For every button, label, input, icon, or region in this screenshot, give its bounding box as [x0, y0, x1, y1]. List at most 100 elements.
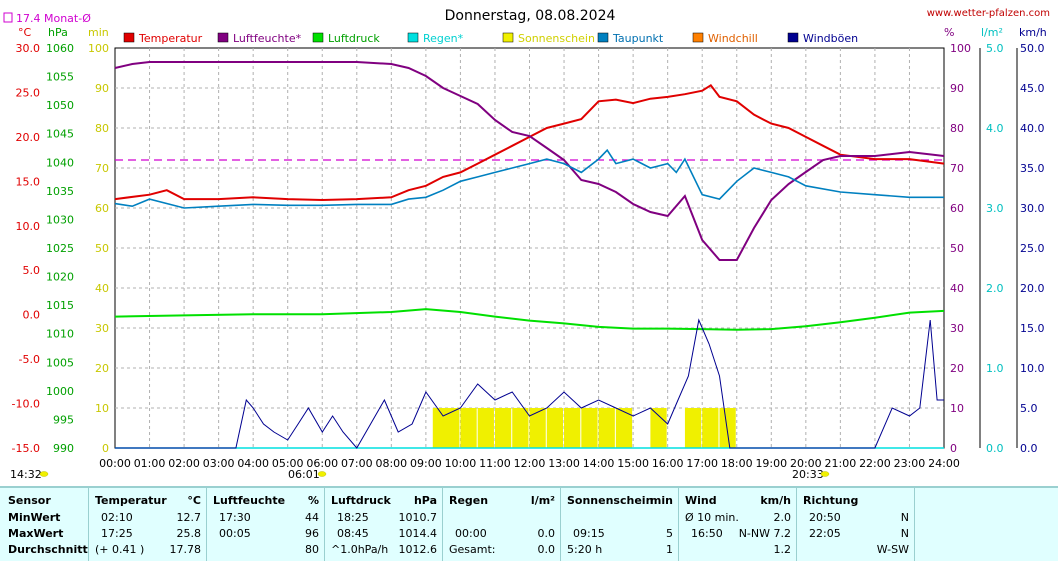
- tick-label-humidity: 20: [950, 362, 964, 375]
- tick-label-pressure: 1015: [46, 299, 74, 312]
- tick-label-temperature: 10.0: [16, 220, 41, 233]
- tick-label-time: 17:00: [686, 457, 718, 470]
- tick-label-time: 13:00: [548, 457, 580, 470]
- tick-label-pressure: 1040: [46, 156, 74, 169]
- tick-label-humidity: 70: [950, 162, 964, 175]
- tick-label-time: 08:00: [375, 457, 407, 470]
- sun-left-icon: [39, 471, 49, 477]
- tick-label-wind: 15.0: [1020, 322, 1045, 335]
- stats-col-luftfeuchte: Luftfeuchte % 17:30 44 00:05 96 80: [206, 488, 325, 561]
- stats-col-sonnenschein: Sonnenschein min 09:15 5 5:20 h 1: [560, 488, 679, 561]
- stats-col-richtung: Richtung 20:50 N 22:05 N W-SW: [796, 488, 915, 561]
- stats-unit-regen: l/m²: [530, 494, 555, 507]
- tick-label-rain: 4.0: [986, 122, 1004, 135]
- unit-hpa: hPa: [48, 26, 68, 39]
- stats-cell: 16:50: [691, 527, 723, 540]
- sunshine-bar: [598, 408, 615, 448]
- tick-label-time: 24:00: [928, 457, 960, 470]
- tick-label-rain: 0.0: [986, 442, 1004, 455]
- stats-cell: 12.7: [176, 511, 202, 524]
- grid-lines: [115, 48, 944, 448]
- legend-label-sonnenschein: Sonnenschein: [518, 32, 595, 45]
- tick-label-pressure: 1035: [46, 185, 74, 198]
- tick-label-wind: 40.0: [1020, 122, 1045, 135]
- weather-chart: 30.0 25.0 20.0 15.0 10.0 5.0 0.0 -5.0 -10.0 -15.0…: [3, 8, 1050, 481]
- stats-cell: 96: [305, 527, 319, 540]
- tick-label-minutes: 30: [95, 322, 109, 335]
- stats-cell: 08:45: [337, 527, 369, 540]
- stats-cell: 1010.7: [398, 511, 438, 524]
- sunshine-bar: [684, 408, 702, 448]
- legend-label-temperatur: Temperatur: [138, 32, 203, 45]
- stats-cell: 44: [305, 511, 319, 524]
- sunshine-bar: [529, 408, 546, 448]
- tick-label-pressure: 1010: [46, 328, 74, 341]
- tick-label-minutes: 10: [95, 402, 109, 415]
- tick-label-wind: 10.0: [1020, 362, 1045, 375]
- series-line-taupunkt: [114, 148, 944, 209]
- legend: Temperatur Luftfeuchte* Luftdruck Regen*…: [123, 32, 858, 45]
- stats-cell: 17.78: [169, 543, 202, 556]
- sunshine-bar: [702, 408, 719, 448]
- legend-swatch-windboeen: [787, 32, 799, 43]
- tick-label-temperature: -5.0: [19, 353, 40, 366]
- monthly-average-marker-icon: [3, 12, 13, 23]
- tick-label-pressure: 1025: [46, 242, 74, 255]
- stats-header-wind: Wind: [685, 494, 717, 507]
- stats-cell: 1014.4: [398, 527, 438, 540]
- monthly-average-label: 17.4 Monat-Ø: [16, 12, 91, 25]
- stats-cell: 1012.6: [398, 543, 438, 556]
- tick-label-time: 02:00: [168, 457, 200, 470]
- tick-label-rain: 3.0: [986, 202, 1004, 215]
- stats-cell: 5:20 h: [567, 543, 603, 556]
- tick-label-humidity: 90: [950, 82, 964, 95]
- tick-label-pressure: 995: [53, 413, 74, 426]
- tick-label-wind: 45.0: [1020, 82, 1045, 95]
- stats-unit-sonnenschein: min: [649, 494, 673, 507]
- tick-label-temperature: 0.0: [23, 309, 41, 322]
- legend-label-regen: Regen*: [423, 32, 464, 45]
- tick-label-time: 04:00: [237, 457, 269, 470]
- stats-cell: 09:15: [573, 527, 605, 540]
- stats-cell: 2.0: [773, 511, 792, 524]
- tick-label-time: 21:00: [825, 457, 857, 470]
- stats-row-label: MaxWert: [8, 527, 64, 540]
- stats-unit-wind: km/h: [760, 494, 791, 507]
- chart-title: Donnerstag, 08.08.2024: [445, 8, 616, 24]
- legend-label-windboeen: Windböen: [803, 32, 858, 45]
- tick-label-pressure: 1045: [46, 128, 74, 141]
- stats-cell: 17:30: [219, 511, 251, 524]
- stats-header-luftdruck: Luftdruck: [331, 494, 391, 507]
- stats-cell: 0.0: [537, 527, 556, 540]
- stats-cell: Gesamt:: [449, 543, 496, 556]
- tick-label-time: 11:00: [479, 457, 511, 470]
- tick-label-wind: 30.0: [1020, 202, 1045, 215]
- legend-swatch-luftfeuchte: [217, 32, 229, 43]
- sunshine-bar: [494, 408, 512, 448]
- legend-swatch-windchill: [692, 32, 704, 43]
- legend-swatch-taupunkt: [597, 32, 609, 43]
- stats-cell: 00:00: [455, 527, 487, 540]
- stats-header-sensor: Sensor: [8, 494, 51, 507]
- tick-label-wind: 50.0: [1020, 42, 1045, 55]
- stats-cell: N: [900, 511, 909, 524]
- series-line-luftfeuchte: [114, 61, 945, 261]
- tick-label-pressure: 1050: [46, 99, 74, 112]
- tick-label-pressure: 990: [53, 442, 74, 455]
- stats-col-luftdruck: Luftdruck hPa 18:25 1010.7 08:45 1014.4 …: [324, 488, 443, 561]
- tick-label-time: 00:00: [99, 457, 131, 470]
- tick-label-wind: 5.0: [1020, 402, 1038, 415]
- tick-label-time: 18:00: [721, 457, 753, 470]
- tick-label-wind: 25.0: [1020, 242, 1045, 255]
- stats-header-sonnenschein: Sonnenschein: [567, 494, 654, 507]
- stats-cell: N-NW 7.2: [738, 527, 791, 540]
- sunshine-bar: [443, 408, 460, 448]
- stats-cell: (+ 0.41 ): [95, 543, 145, 556]
- stats-row-label: Durchschnitt: [8, 543, 88, 556]
- website-link[interactable]: www.wetter-pfalzen.com: [927, 8, 1050, 19]
- tick-label-humidity: 30: [950, 322, 964, 335]
- stats-col-regen: Regen l/m² 00:00 0.0 Gesamt: 0.0: [442, 488, 561, 561]
- series-lines: [114, 61, 945, 449]
- stats-col-sensor: Sensor MinWert MaxWert Durchschnitt: [0, 488, 88, 561]
- tick-label-minutes: 100: [88, 42, 109, 55]
